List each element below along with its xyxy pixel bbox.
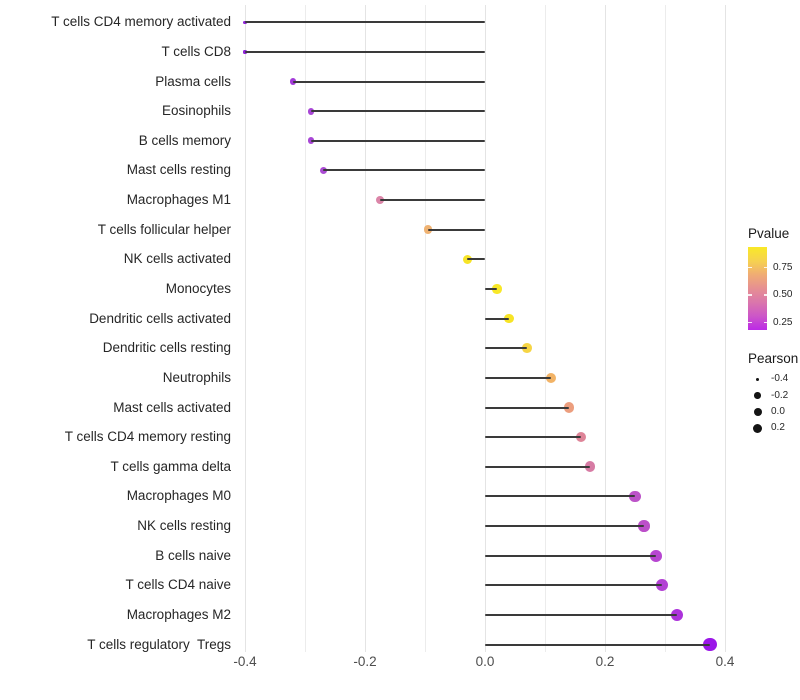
y-axis-label: NK cells activated [123, 251, 231, 267]
pvalue-legend-title: Pvalue [748, 226, 790, 241]
gridline [244, 5, 246, 652]
gridline [544, 5, 546, 652]
gridline [604, 5, 606, 652]
lollipop-stem [485, 643, 710, 646]
lollipop-stem [485, 406, 569, 409]
lollipop-stem [311, 139, 485, 142]
lollipop-stem [485, 525, 644, 528]
data-point [629, 490, 641, 503]
y-axis-label: Macrophages M0 [126, 488, 231, 504]
x-axis-tick-label: -0.2 [353, 654, 377, 669]
colorbar-tick [763, 321, 767, 324]
legend-size-key-label: -0.4 [771, 373, 789, 384]
colorbar-tick [763, 294, 767, 296]
lollipop-stem [323, 169, 485, 172]
colorbar-tick-label: 0.75 [773, 261, 793, 273]
colorbar-tick-label: 0.50 [773, 289, 793, 300]
legend-size-key-label: 0.0 [771, 406, 785, 417]
lollipop-stem [485, 613, 677, 616]
y-axis-label: Mast cells resting [126, 162, 231, 178]
legend-size-key-dot [753, 423, 762, 433]
colorbar-tick [763, 266, 767, 269]
y-axis-label: Monocytes [165, 280, 231, 296]
pvalue-colorbar [748, 247, 767, 330]
gridline [664, 5, 666, 652]
lollipop-stem [485, 317, 509, 320]
y-axis-label: T cells CD4 memory resting [64, 429, 231, 445]
data-point [307, 107, 315, 115]
colorbar-tick [748, 321, 752, 324]
lollipop-stem [485, 436, 581, 439]
colorbar-tick [748, 294, 752, 296]
gridline [484, 5, 486, 652]
lollipop-stem [485, 495, 635, 498]
y-axis-label: T cells regulatory Tregs [87, 636, 231, 652]
lollipop-stem [311, 110, 485, 113]
y-axis-label: Plasma cells [155, 73, 231, 89]
lollipop-stem [245, 50, 485, 53]
legend-size-key-dot [754, 392, 761, 399]
lollipop-stem [485, 554, 656, 557]
data-point [546, 372, 556, 383]
y-axis-label: Macrophages M2 [126, 606, 231, 622]
x-axis-tick-label: -0.4 [233, 654, 257, 669]
lollipop-stem [293, 80, 485, 83]
lollipop-stem [485, 287, 497, 290]
lollipop-stem [485, 584, 662, 587]
y-axis-label: Macrophages M1 [126, 192, 231, 208]
colorbar-tick [748, 266, 752, 269]
lollipop-stem [245, 21, 485, 24]
data-point [638, 520, 650, 532]
legend-size-key-dot [753, 408, 762, 416]
lollipop-stem [485, 347, 527, 350]
y-axis-label: Dendritic cells resting [102, 340, 231, 356]
data-point [243, 20, 247, 24]
y-axis-label: T cells CD8 [161, 43, 231, 59]
legend-size-key-label: 0.2 [771, 422, 785, 433]
x-axis-tick-label: 0.0 [475, 654, 495, 669]
lollipop-stem [485, 376, 551, 379]
y-axis-label: T cells CD4 naive [125, 577, 231, 593]
x-axis-tick-label: 0.2 [595, 654, 615, 669]
y-axis-label: T cells gamma delta [110, 458, 231, 474]
data-point [307, 137, 315, 145]
pearson-legend-title: Pearson [748, 351, 799, 366]
x-axis-tick-label: 0.4 [715, 654, 735, 669]
y-axis-label: Neutrophils [162, 369, 231, 385]
y-axis-label: B cells naive [155, 547, 231, 563]
data-point [289, 78, 297, 85]
y-axis-label: B cells memory [138, 132, 231, 148]
y-axis-label: Eosinophils [161, 103, 231, 119]
data-point [423, 225, 433, 235]
legend-size-key-label: -0.2 [771, 389, 789, 401]
lollipop-stem [380, 199, 485, 202]
gridline [304, 5, 306, 652]
gridline [424, 5, 426, 652]
y-axis-label: Dendritic cells activated [89, 310, 231, 326]
gridline [364, 5, 366, 652]
gridline [724, 5, 726, 652]
lollipop-stem [467, 258, 485, 261]
y-axis-label: T cells CD4 memory activated [51, 14, 231, 30]
y-axis-label: Mast cells activated [113, 399, 231, 415]
y-axis-label: NK cells resting [137, 518, 231, 534]
legend-size-key-dot [756, 377, 759, 381]
lollipop-stem [485, 465, 590, 468]
data-point [522, 343, 532, 354]
colorbar-tick-label: 0.25 [773, 316, 793, 328]
data-point [243, 50, 247, 54]
lollipop-stem [428, 228, 485, 231]
data-point [656, 579, 668, 592]
y-axis-label: T cells follicular helper [97, 221, 231, 237]
